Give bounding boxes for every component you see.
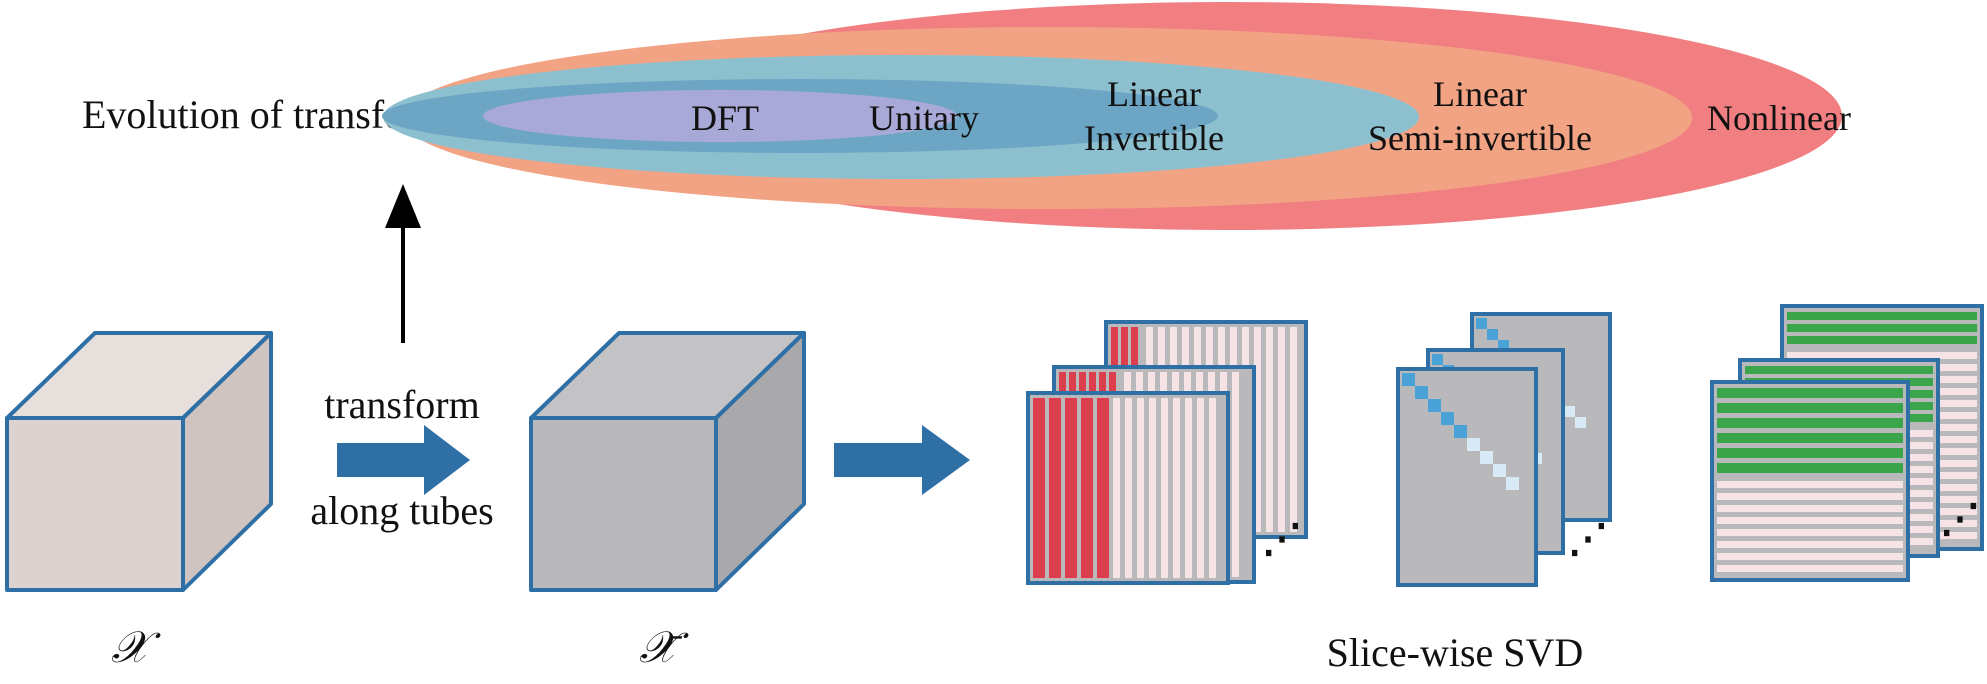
- level-label-semi-invertible: Semi-invertible: [1368, 118, 1592, 158]
- transform-arrow: [337, 425, 470, 495]
- v-slice-front: [1710, 380, 1910, 582]
- level-label-unitary: Unitary: [869, 98, 979, 138]
- v-stack-ellipsis: ⋰: [1940, 496, 1980, 541]
- ellipse-dft: [483, 90, 957, 142]
- along-tubes-label: along tubes: [310, 488, 493, 533]
- sigma-stack-ellipsis: ⋰: [1568, 516, 1608, 561]
- to-svd-arrow: [834, 425, 970, 495]
- level-label-linear-inv: Linear: [1107, 74, 1201, 114]
- up-arrow: [385, 184, 421, 343]
- tensor-x-symbol: 𝒳: [111, 622, 161, 673]
- transform-ellipses: [382, 2, 1842, 230]
- level-label-nonlinear: Nonlinear: [1707, 98, 1851, 138]
- tensor-xbar-symbol: 𝒳̄: [639, 622, 689, 673]
- level-label-dft: DFT: [691, 98, 759, 138]
- sigma-slice-front: [1396, 367, 1538, 587]
- transform-level-labels: Nonlinear Linear Semi-invertible Linear …: [691, 74, 1851, 158]
- input-tensor-cube: [5, 331, 273, 592]
- level-label-linear-semi: Linear: [1433, 74, 1527, 114]
- u-stack-ellipsis: ⋰: [1262, 516, 1302, 561]
- level-label-invertible: Invertible: [1084, 118, 1224, 158]
- u-factor-stack: ⋰: [1026, 320, 1308, 585]
- v-factor-stack: ⋰: [1710, 304, 1984, 582]
- transform-label: transform: [324, 382, 480, 427]
- transformed-tensor-cube: [529, 331, 806, 592]
- sigma-factor-stack: ⋰: [1396, 312, 1612, 587]
- u-slice-front: [1026, 391, 1230, 585]
- svd-caption: Slice-wise SVD: [1327, 630, 1584, 675]
